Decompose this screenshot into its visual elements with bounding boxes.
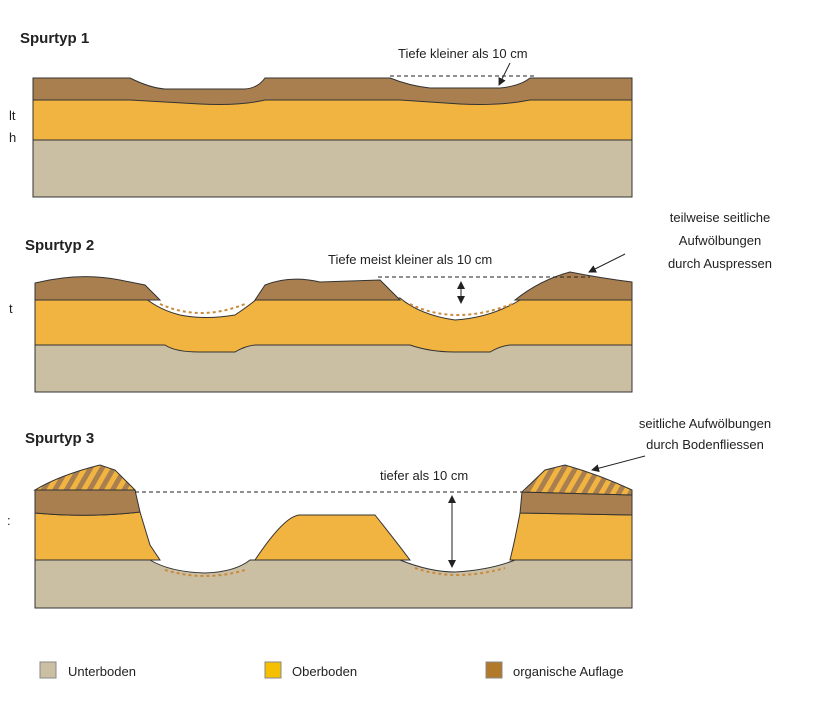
- bulge: [33, 464, 137, 491]
- legend-swatch: [485, 661, 503, 679]
- panel-title: Spurtyp 1: [20, 30, 89, 47]
- compaction: [409, 303, 513, 316]
- bulge: [520, 464, 633, 496]
- compaction: [414, 567, 506, 576]
- organic-layer: [254, 278, 402, 301]
- unterboden: [32, 139, 633, 198]
- annotation: Aufwölbungen: [679, 233, 761, 248]
- annotation: Tiefe kleiner als 10 cm: [398, 46, 528, 61]
- annotation: tiefer als 10 cm: [380, 468, 468, 483]
- annotation: durch Bodenfliessen: [646, 437, 764, 452]
- compaction: [159, 303, 246, 314]
- unterboden: [34, 559, 633, 609]
- oberboden: [34, 297, 633, 356]
- legend-swatch: [264, 661, 282, 679]
- organic-layer: [519, 491, 633, 516]
- legend-label: Oberboden: [292, 664, 357, 679]
- panel-3: Spurtyp 3 tiefer als 10 cm seitliche Auf…: [25, 416, 771, 609]
- oberboden: [32, 99, 633, 141]
- panel-title: Spurtyp 3: [25, 430, 94, 447]
- arrow: [498, 62, 511, 86]
- legend-label: Unterboden: [68, 664, 136, 679]
- cropped-text: lt: [9, 108, 16, 123]
- organic-layer: [34, 489, 141, 516]
- unterboden: [34, 344, 633, 393]
- cropped-text: :: [7, 513, 11, 528]
- oberboden: [254, 514, 412, 561]
- organic-layer: [34, 276, 162, 301]
- legend: Unterboden Oberboden organische Auflage: [39, 661, 624, 679]
- panel-2: Spurtyp 2 Tiefe meist kleiner als 10 cm …: [25, 210, 772, 393]
- compaction: [164, 569, 246, 577]
- cropped-text: t: [9, 301, 13, 316]
- annotation: Tiefe meist kleiner als 10 cm: [328, 252, 492, 267]
- annotation: durch Auspressen: [668, 256, 772, 271]
- oberboden: [509, 512, 633, 561]
- organic-layer: [513, 271, 633, 301]
- cropped-text: h: [9, 130, 16, 145]
- legend-label: organische Auflage: [513, 664, 624, 679]
- organic-layer: [32, 77, 633, 105]
- legend-swatch: [39, 661, 57, 679]
- panel-title: Spurtyp 2: [25, 237, 94, 254]
- annotation: teilweise seitliche: [670, 210, 770, 225]
- panel-1: Spurtyp 1 Tiefe kleiner als 10 cm: [20, 30, 633, 198]
- arrow: [591, 455, 646, 473]
- annotation: seitliche Aufwölbungen: [639, 416, 771, 431]
- arrow: [588, 253, 626, 273]
- oberboden: [34, 511, 161, 561]
